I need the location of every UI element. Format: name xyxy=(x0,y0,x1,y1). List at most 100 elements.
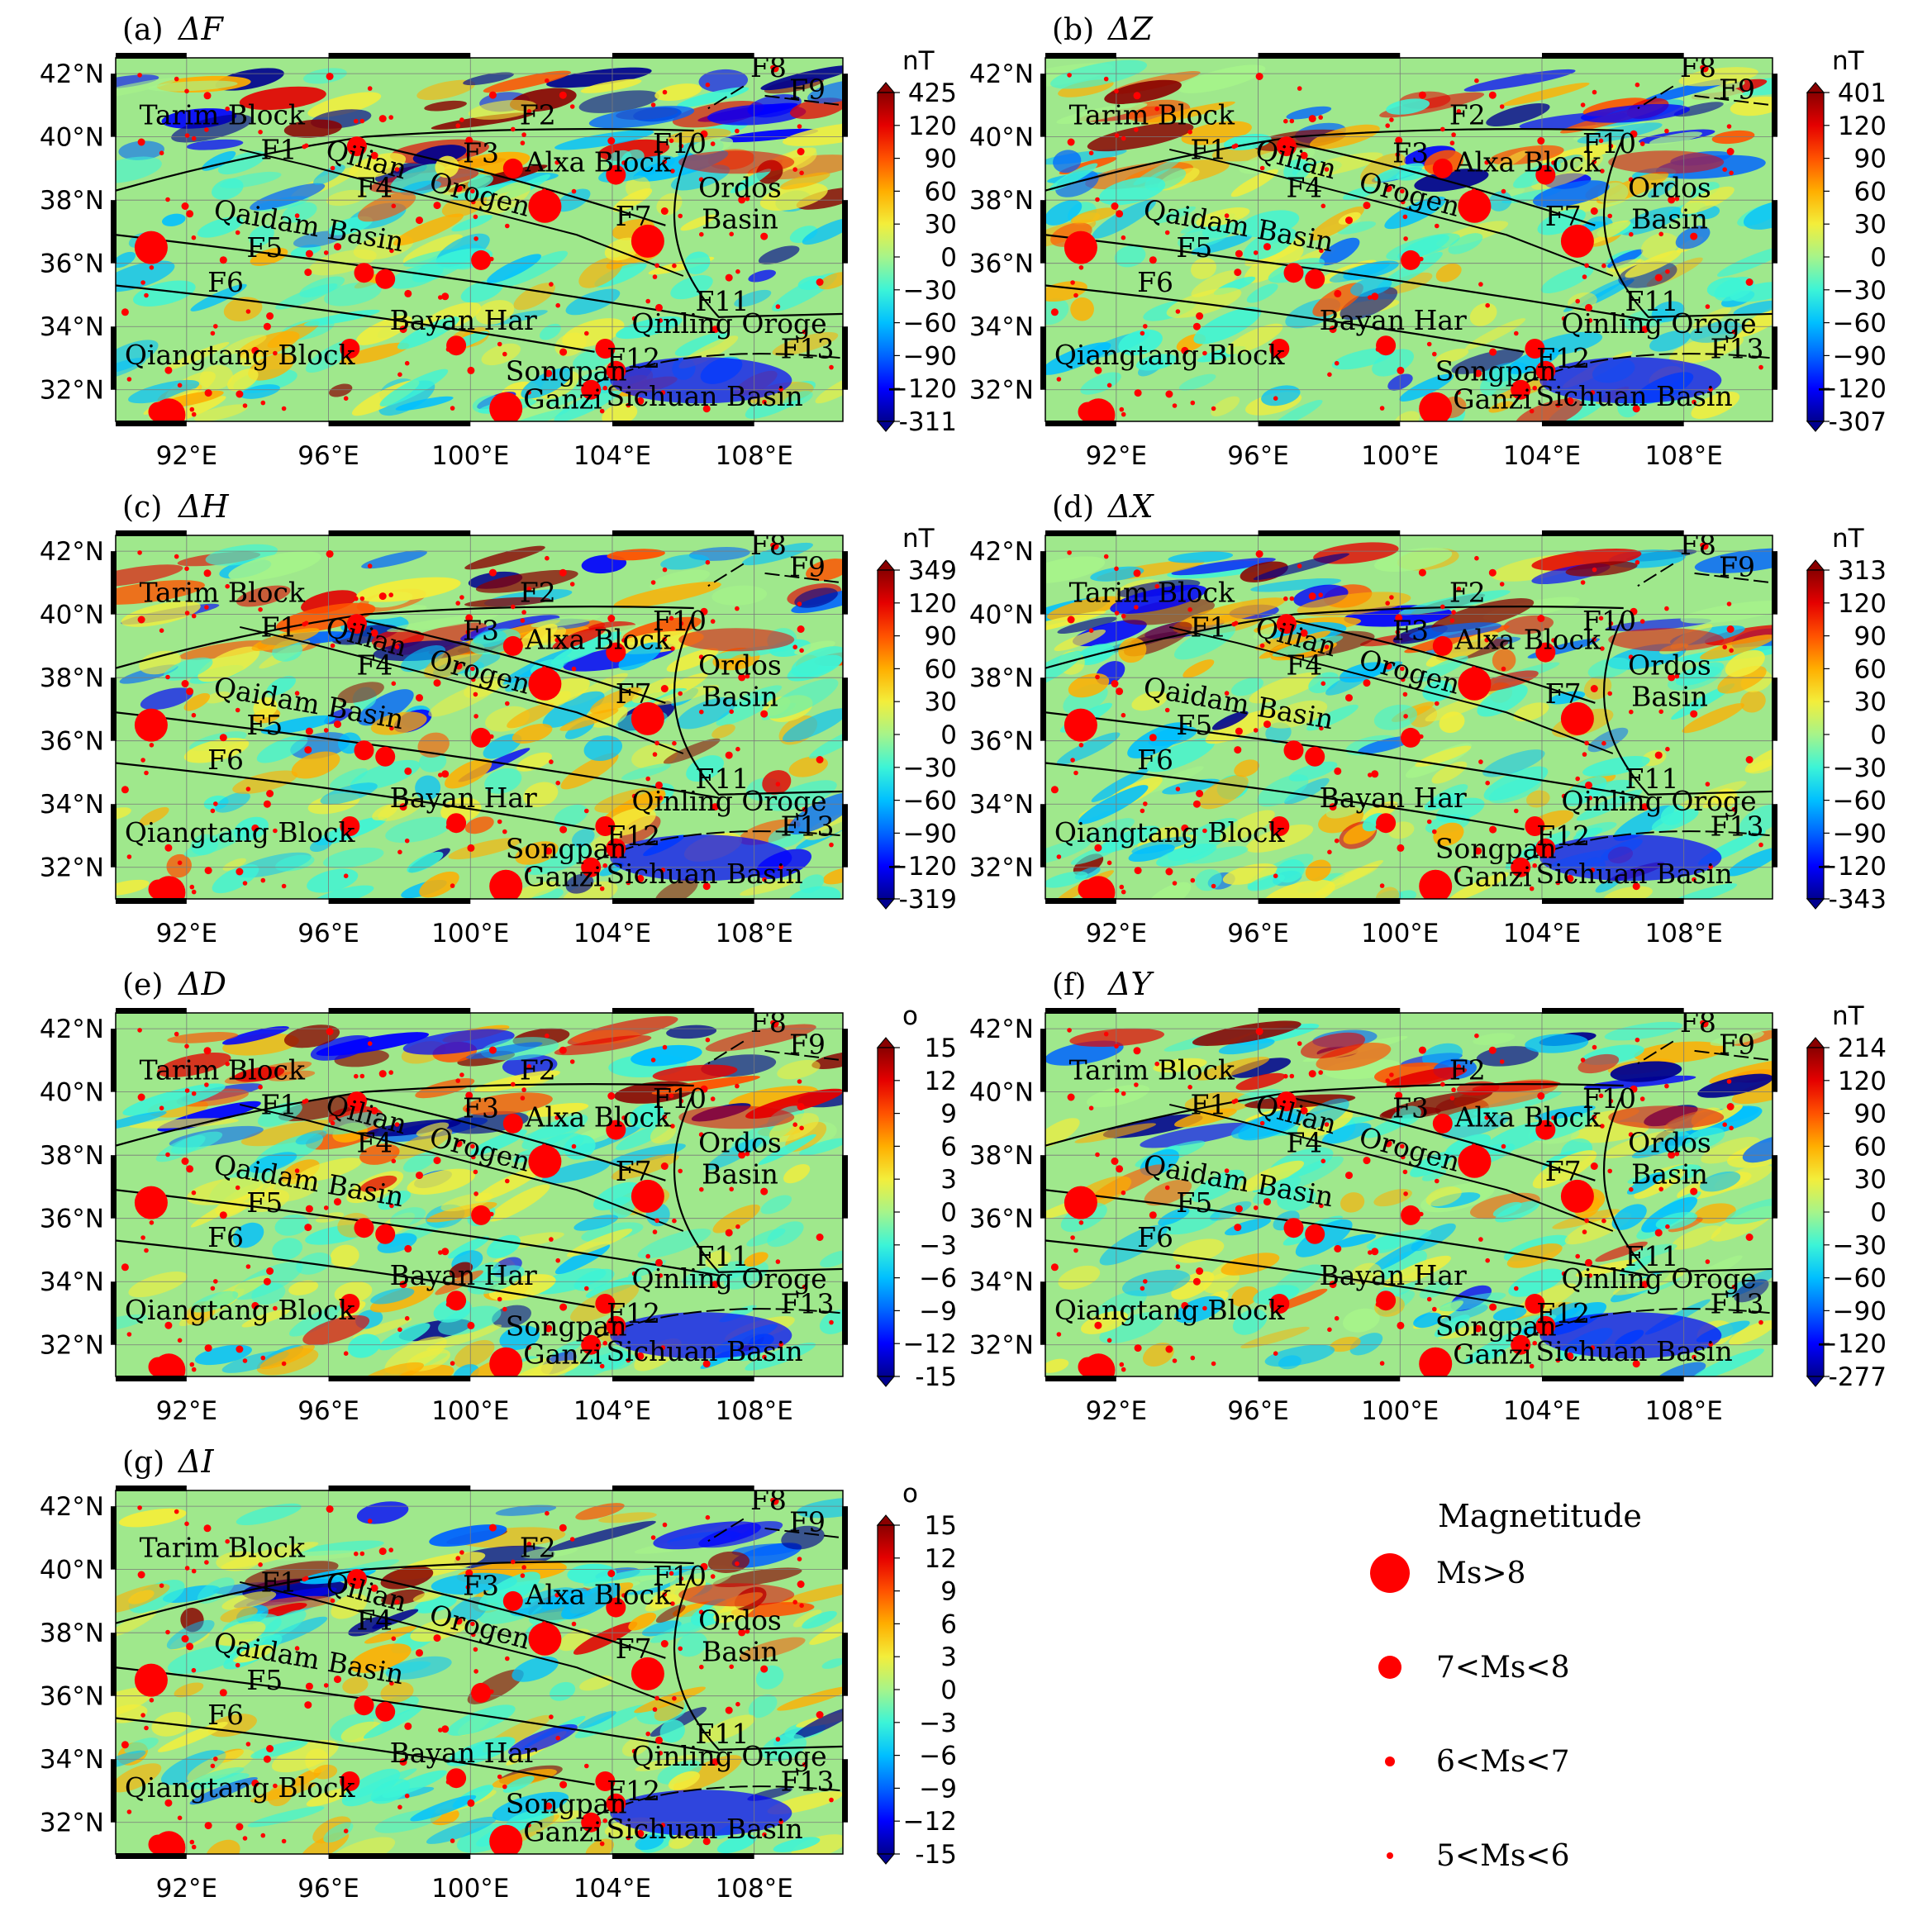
quake-marker xyxy=(631,793,637,799)
anomaly-blob xyxy=(1435,263,1462,283)
quake-marker xyxy=(149,1220,155,1225)
quake-marker xyxy=(760,1665,769,1673)
colorbar-cap xyxy=(1806,559,1825,571)
geology-label: Ordos xyxy=(1628,1126,1711,1158)
fault-F3 xyxy=(1169,625,1614,754)
quake-marker xyxy=(204,1344,212,1352)
fault-F5 xyxy=(1045,711,1649,799)
anomaly-blob xyxy=(1178,373,1216,391)
quake-marker xyxy=(760,232,769,240)
anomaly-blob xyxy=(772,331,839,356)
quake-marker xyxy=(1726,601,1732,606)
quake-marker xyxy=(263,800,271,808)
quake-marker xyxy=(662,89,668,95)
quake-marker xyxy=(465,1107,471,1112)
quake-marker xyxy=(1067,550,1072,555)
anomaly-blob xyxy=(261,1609,307,1640)
quake-marker xyxy=(678,1576,684,1581)
quake-marker xyxy=(1283,263,1304,283)
anomaly-blob xyxy=(259,1603,307,1618)
quake-marker xyxy=(260,1833,266,1838)
anomaly-blob xyxy=(794,640,835,655)
quake-marker xyxy=(471,1154,476,1160)
quake-marker xyxy=(184,611,190,616)
lon-tick-label: 108°E xyxy=(1645,1396,1723,1426)
quake-marker xyxy=(359,596,365,601)
anomaly-blob xyxy=(370,1779,411,1804)
quake-marker xyxy=(404,1244,412,1253)
anomaly-blob xyxy=(1230,1058,1292,1078)
anomaly-blob xyxy=(1246,283,1278,303)
anomaly-blob xyxy=(579,1676,614,1691)
anomaly-blob xyxy=(809,1612,843,1645)
quake-marker xyxy=(829,1319,834,1325)
anomaly-blob xyxy=(1682,703,1744,734)
frame-tick-band xyxy=(116,1376,187,1381)
geology-label: Qiangtang Block xyxy=(1054,1294,1286,1326)
anomaly-blob xyxy=(253,696,278,718)
quake-marker xyxy=(1050,308,1059,316)
geology-label: F13 xyxy=(1711,1288,1764,1320)
quake-marker xyxy=(1187,130,1192,135)
anomaly-blob xyxy=(499,1325,540,1351)
quake-marker xyxy=(1308,592,1316,601)
anomaly-blob xyxy=(1158,1208,1190,1226)
anomaly-blob xyxy=(701,1714,756,1742)
quake-marker xyxy=(545,369,553,378)
quake-marker xyxy=(1456,109,1462,114)
quake-marker xyxy=(505,1656,510,1661)
anomaly-blob xyxy=(140,687,193,711)
anomaly-blob xyxy=(1238,1109,1306,1141)
geology-label: F5 xyxy=(246,231,283,264)
quake-marker xyxy=(260,400,266,406)
anomaly-blob xyxy=(602,403,638,421)
quake-marker xyxy=(1587,796,1593,801)
anomaly-blob xyxy=(1398,590,1511,616)
frame-tick-band xyxy=(116,1486,187,1491)
anomaly-blob xyxy=(400,644,446,673)
quake-marker xyxy=(1654,1229,1663,1237)
frame-tick-band xyxy=(1258,898,1401,904)
quake-marker xyxy=(1111,1158,1119,1165)
quake-marker xyxy=(1535,1315,1556,1336)
frame-tick-band xyxy=(611,898,754,904)
geology-label: Bayan Har xyxy=(390,782,537,814)
anomaly-blob xyxy=(397,316,460,349)
lat-tick-label: 42°N xyxy=(969,537,1034,567)
quake-marker xyxy=(177,1338,183,1343)
quake-marker xyxy=(1690,710,1698,718)
quake-marker xyxy=(140,758,145,763)
quake-marker xyxy=(1385,601,1390,606)
quake-marker xyxy=(1376,813,1397,834)
legend-title: Magnetitude xyxy=(1438,1498,1642,1534)
quake-marker xyxy=(1665,746,1670,752)
quake-marker xyxy=(678,620,684,626)
quake-marker xyxy=(1371,770,1379,778)
anomaly-blob xyxy=(1230,169,1278,197)
quake-marker xyxy=(465,136,473,145)
colorbar-tick-label: 0 xyxy=(940,720,957,750)
anomaly-blob xyxy=(1701,1136,1760,1164)
colorbar-scale xyxy=(877,569,895,900)
anomaly-blob xyxy=(327,216,374,235)
geology-label: Ganzi xyxy=(523,1338,602,1371)
quake-marker xyxy=(184,566,189,572)
anomaly-blob xyxy=(1451,349,1524,374)
quake-marker xyxy=(762,877,767,882)
quake-marker xyxy=(549,282,554,287)
quake-marker xyxy=(650,102,656,107)
quake-marker xyxy=(711,1758,719,1766)
anomaly-blob xyxy=(1375,887,1400,899)
anomaly-blob xyxy=(1179,597,1286,627)
anomaly-blob xyxy=(1730,282,1773,302)
quake-marker xyxy=(554,1115,559,1120)
colorbar-cap xyxy=(876,1376,896,1387)
geology-label: Ordos xyxy=(1628,649,1711,681)
anomaly-blob xyxy=(283,119,342,138)
quake-marker xyxy=(555,302,560,308)
geology-label: F6 xyxy=(207,266,244,298)
anomaly-blob xyxy=(598,1512,657,1524)
quake-marker xyxy=(144,770,149,776)
